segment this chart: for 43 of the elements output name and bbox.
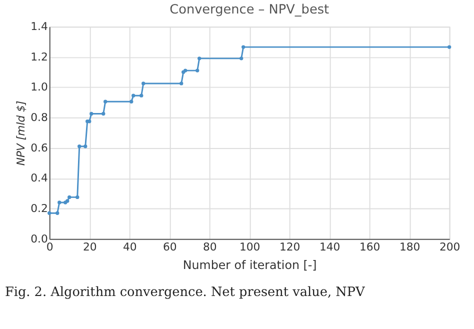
y-tick-label: 0.2 — [30, 202, 48, 216]
y-tick-label: 0.4 — [30, 172, 48, 185]
point — [196, 68, 200, 72]
y-tick-label: 1.4 — [30, 20, 48, 34]
y-tick-label: 1.2 — [30, 50, 48, 64]
point — [241, 45, 246, 49]
y-tick-label: 0.6 — [30, 141, 48, 154]
x-tick-label: 140 — [319, 240, 340, 254]
point — [447, 45, 452, 49]
point — [84, 144, 88, 148]
point — [76, 195, 80, 200]
point — [142, 82, 146, 86]
y-axis-title: NPV [mld $] — [14, 100, 28, 166]
y-tick-label: 0.8 — [30, 111, 48, 124]
y-tick-label: 1.0 — [30, 80, 48, 94]
point — [180, 82, 184, 86]
point — [104, 100, 108, 104]
x-tick-label: 100 — [239, 240, 260, 254]
point — [130, 100, 134, 104]
x-tick-label: 0 — [46, 240, 54, 254]
x-tick-label: 60 — [162, 240, 177, 254]
point — [78, 144, 82, 148]
x-tick-label: 20 — [82, 240, 97, 254]
chart-title: Convergence – NPV_best — [170, 2, 330, 18]
x-tick-label: 80 — [202, 240, 217, 254]
caption: Fig. 2. Algorithm convergence. Net present value, NPV — [4, 285, 366, 300]
point — [198, 56, 202, 60]
x-tick-label: 180 — [399, 240, 420, 254]
point — [102, 112, 106, 116]
point — [56, 211, 60, 215]
x-tick-label: 200 — [439, 240, 460, 254]
point — [140, 94, 144, 98]
x-tick-label: 120 — [279, 240, 300, 254]
point — [239, 56, 244, 60]
point — [58, 200, 62, 204]
y-tick-label: 0.0 — [30, 232, 48, 246]
point — [90, 112, 94, 116]
x-tick-label: 40 — [122, 240, 137, 254]
point — [68, 195, 72, 200]
point — [132, 94, 136, 98]
x-axis-title: Number of iteration [-] — [182, 258, 317, 272]
x-tick-label: 160 — [359, 240, 380, 254]
point — [48, 211, 52, 215]
